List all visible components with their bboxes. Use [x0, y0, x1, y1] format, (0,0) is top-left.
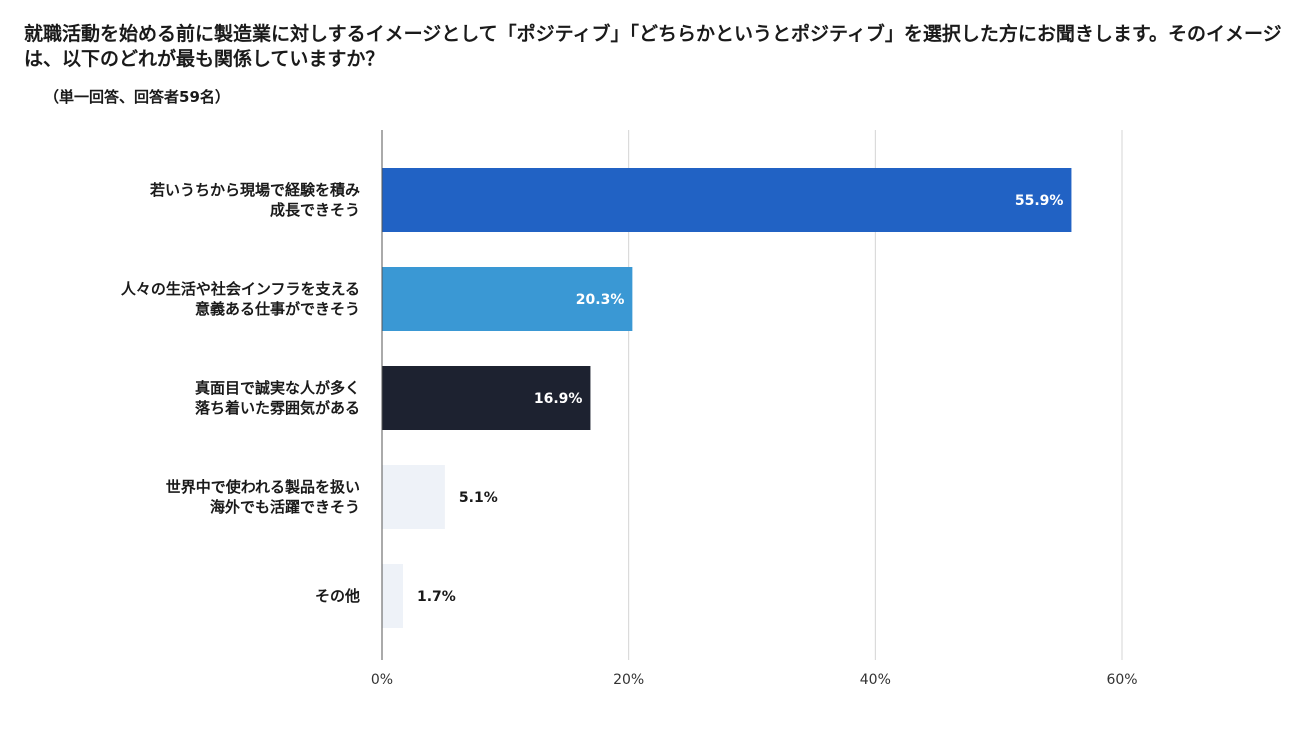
category-label: 世界中で使われる製品を扱い [166, 478, 360, 496]
category-label: その他 [315, 587, 360, 605]
data-label: 1.7% [417, 589, 456, 605]
x-tick-label: 60% [1106, 672, 1137, 688]
category-label: 人々の生活や社会インフラを支える [121, 280, 360, 298]
chart-title: 就職活動を始める前に製造業に対しするイメージとして「ポジティブ」「どちらかという… [24, 23, 1282, 70]
bar [382, 168, 1072, 232]
category-label: 真面目で誠実な人が多く [195, 379, 360, 397]
x-tick-label: 20% [613, 672, 644, 688]
category-label: 意義ある仕事ができそう [195, 300, 360, 318]
data-label: 5.1% [459, 490, 498, 506]
data-label: 16.9% [534, 391, 583, 407]
bar [382, 564, 403, 628]
x-tick-label: 40% [860, 672, 891, 688]
chart-subtitle: （単一回答、回答者59名） [44, 88, 230, 106]
x-tick-label: 0% [371, 672, 393, 688]
bar [382, 366, 591, 430]
data-label: 20.3% [576, 292, 625, 308]
data-label: 55.9% [1015, 193, 1064, 209]
category-label: 海外でも活躍できそう [210, 498, 360, 516]
bar [382, 267, 633, 331]
category-label: 成長できそう [270, 201, 360, 219]
category-label: 若いうちから現場で経験を積み [149, 181, 360, 199]
bar [382, 465, 445, 529]
category-label: 落ち着いた雰囲気がある [195, 399, 360, 417]
